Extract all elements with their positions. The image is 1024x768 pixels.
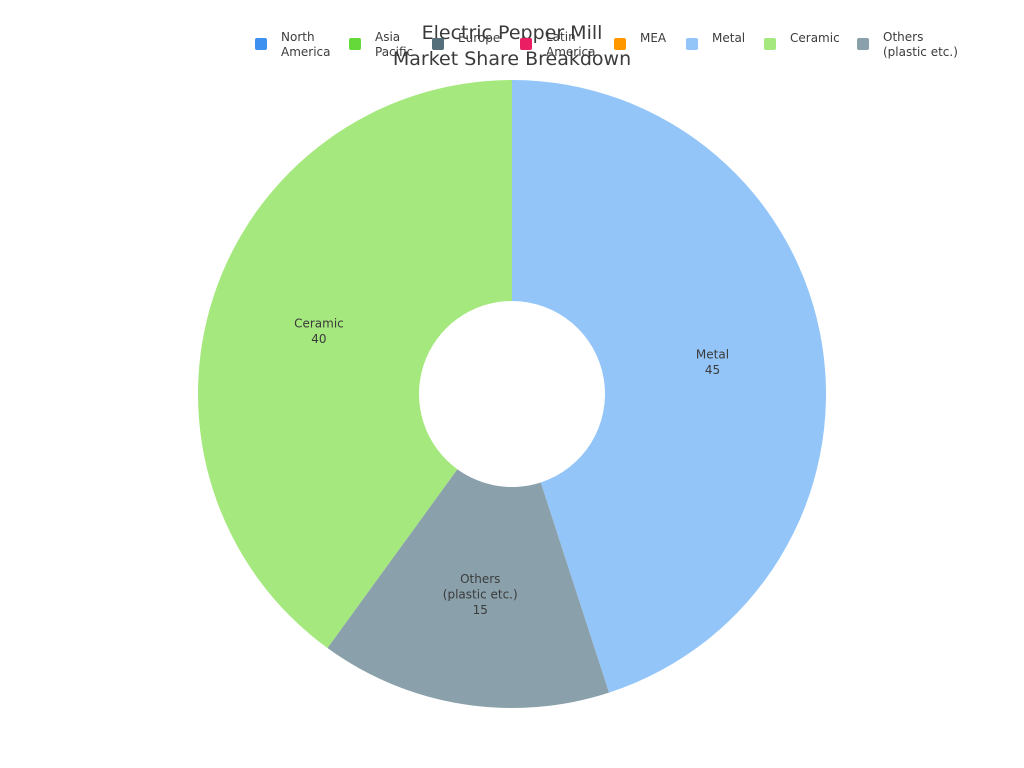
chart-legend: North America Asia Pacific Europe Latin Americ… <box>255 30 958 59</box>
legend-swatch-metal <box>686 38 698 50</box>
legend-item-asia-pacific[interactable]: Asia Pacific <box>349 30 413 59</box>
pie-slice-labels: Metal 45 Others (plastic etc.) 15 Ceramic 40 <box>294 316 729 616</box>
legend-label-ceramic: Ceramic <box>790 31 840 45</box>
legend-item-europe[interactable]: Europe <box>432 31 500 51</box>
slice-label-others-plastic-etc: Others (plastic etc.) 15 <box>443 572 518 617</box>
pie-slice-others-plastic-etc <box>327 469 610 708</box>
legend-item-latin-america[interactable]: Latin America <box>520 30 596 59</box>
legend-swatch-mea <box>614 38 626 50</box>
legend-swatch-europe <box>432 38 444 50</box>
legend-swatch-latin-america <box>520 38 532 50</box>
legend-label-others-plastic-etc: Others (plastic etc.) <box>883 30 958 59</box>
legend-label-north-america: North America <box>281 30 331 59</box>
legend-item-metal[interactable]: Metal <box>686 31 745 51</box>
chart-title-text: Electric Pepper Mill Market Share Breakdo… <box>393 22 631 70</box>
legend-label-latin-america: Latin America <box>546 30 596 59</box>
pie-slice-ceramic <box>198 80 512 649</box>
pie-slice-metal <box>512 80 827 693</box>
legend-label-europe: Europe <box>458 31 500 45</box>
legend-item-others-plastic-etc[interactable]: Others (plastic etc.) <box>857 30 958 59</box>
legend-item-ceramic[interactable]: Ceramic <box>764 31 840 51</box>
legend-label-metal: Metal <box>712 31 745 45</box>
legend-swatch-asia-pacific <box>349 38 361 50</box>
slice-label-ceramic: Ceramic 40 <box>294 316 344 346</box>
legend-item-mea[interactable]: MEA <box>614 31 667 51</box>
chart-title: Electric Pepper Mill Market Share Breakdo… <box>393 22 631 70</box>
legend-label-asia-pacific: Asia Pacific <box>375 30 413 59</box>
legend-item-north-america[interactable]: North America <box>255 30 331 59</box>
legend-label-mea: MEA <box>640 31 667 45</box>
legend-swatch-north-america <box>255 38 267 50</box>
legend-swatch-others-plastic-etc <box>857 38 869 50</box>
legend-swatch-ceramic <box>764 38 776 50</box>
slice-label-metal: Metal 45 <box>696 347 729 377</box>
pie-slices <box>198 80 827 708</box>
